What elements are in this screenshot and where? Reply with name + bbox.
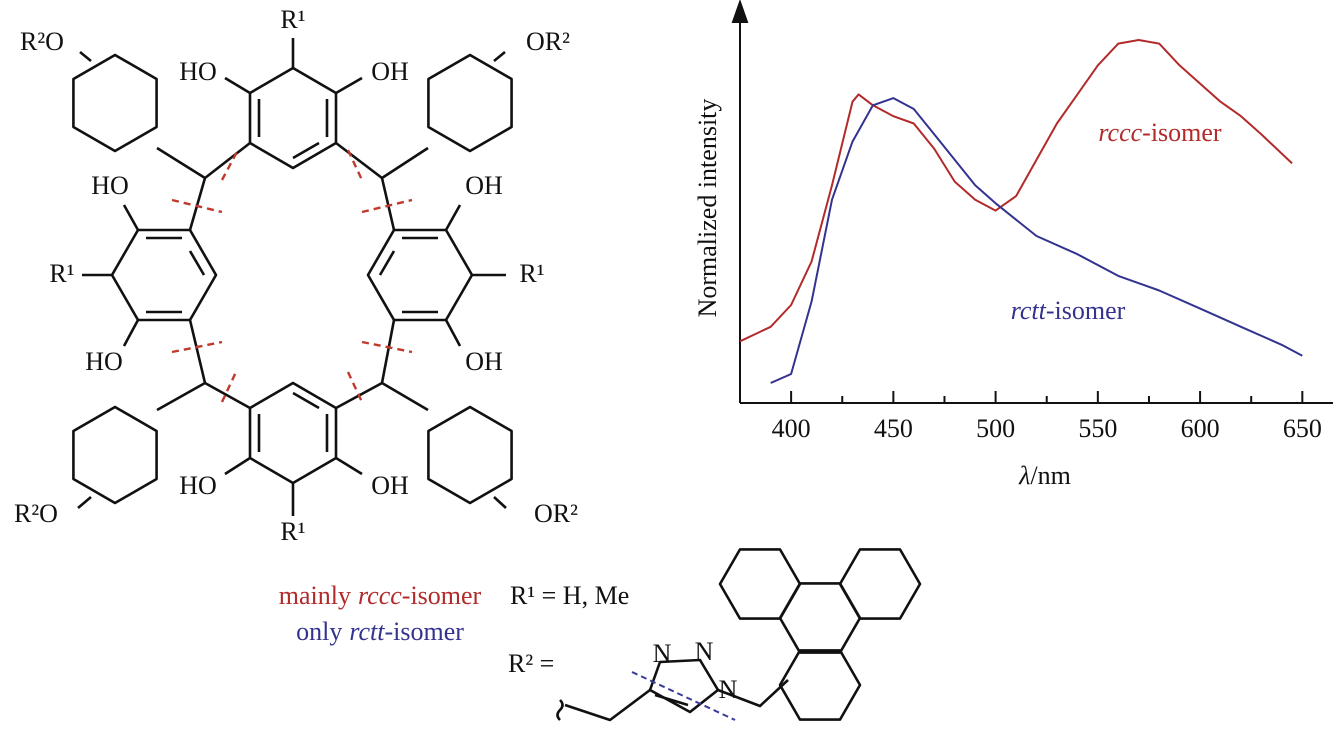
legend-italic: rctt bbox=[349, 617, 385, 646]
anthracene-ring bbox=[778, 649, 862, 721]
ring bbox=[110, 228, 218, 322]
atom-label: R²O bbox=[14, 499, 58, 528]
series-line bbox=[739, 39, 1293, 343]
x-tick-label: 400 bbox=[772, 414, 811, 443]
atom-label: OR² bbox=[526, 27, 570, 56]
r1-definition: R¹ = H, Me bbox=[510, 581, 629, 610]
x-tick-label: 500 bbox=[976, 414, 1015, 443]
bonds bbox=[77, 50, 507, 509]
legend-italic: rccc bbox=[358, 581, 402, 610]
ring bbox=[248, 66, 338, 170]
legend-entry: only rctt-isomer bbox=[296, 617, 464, 646]
atom-label: HO bbox=[179, 57, 217, 86]
phenyl bbox=[427, 405, 513, 505]
annotation-italic: rctt bbox=[1011, 296, 1047, 325]
double-bonds bbox=[146, 99, 438, 452]
phenyl bbox=[427, 53, 513, 153]
x-axis-label-symbol: λ bbox=[1018, 461, 1030, 490]
y-axis bbox=[731, 0, 749, 403]
series-annotation: rctt-isomer bbox=[1011, 296, 1126, 325]
structure-labels: R¹ HO OH R²O OR² HO OH R¹ R¹ HO OH HO OH R²O OR² R¹ bbox=[14, 5, 578, 546]
phenyl bbox=[72, 53, 158, 153]
atom-label: HO bbox=[179, 471, 217, 500]
phenyl bbox=[72, 405, 158, 505]
y-axis-label: Normalized intensity bbox=[693, 99, 722, 318]
x-tick-label: 550 bbox=[1078, 414, 1117, 443]
cleavage-marks bbox=[171, 149, 413, 403]
atom-label: OR² bbox=[534, 499, 578, 528]
legend-prefix: mainly bbox=[279, 581, 351, 610]
bonds bbox=[654, 679, 789, 708]
structure: N N N R¹ = H, Me R² = bbox=[72, 38, 922, 722]
atom-label: OH bbox=[371, 471, 409, 500]
annotation-text: -isomer bbox=[1142, 118, 1222, 147]
atom-label: OH bbox=[371, 57, 409, 86]
chart: Normalized intensity λ/nm 400 450 500 550 60… bbox=[693, 0, 1333, 490]
annotation-text: -isomer bbox=[1046, 296, 1126, 325]
series-annotation: rccc-isomer bbox=[1098, 118, 1222, 147]
atom-label: HO bbox=[85, 347, 123, 376]
legend-entry: mainly rccc-isomer bbox=[279, 581, 482, 610]
atom-label: OH bbox=[465, 347, 503, 376]
linker bbox=[556, 688, 651, 722]
x-tick-label: 450 bbox=[874, 414, 913, 443]
legend-suffix: -isomer bbox=[384, 617, 464, 646]
triazole bbox=[648, 658, 720, 714]
legend-suffix: -isomer bbox=[402, 581, 482, 610]
series-line bbox=[770, 97, 1303, 384]
cleavage-mark bbox=[631, 671, 736, 721]
anthracene-ring bbox=[718, 548, 802, 620]
x-axis-label-unit: /nm bbox=[1030, 461, 1070, 490]
anthracene-ring bbox=[838, 548, 922, 620]
ring bbox=[366, 228, 474, 322]
atom-label: N bbox=[653, 639, 672, 668]
atom-label: R¹ bbox=[519, 259, 544, 288]
atom-label: OH bbox=[465, 171, 503, 200]
atom-label: R¹ bbox=[280, 517, 305, 546]
atom-label: R¹ bbox=[280, 5, 305, 34]
atom-label: N bbox=[719, 675, 738, 704]
annotation-italic: rccc bbox=[1098, 118, 1142, 147]
bridges bbox=[156, 141, 429, 412]
anthracene-ring bbox=[778, 582, 862, 654]
r2-definition: R² = bbox=[508, 649, 554, 678]
legend-prefix: only bbox=[296, 617, 342, 646]
atom-label: R¹ bbox=[49, 259, 74, 288]
bonds bbox=[82, 38, 506, 516]
x-tick-label: 600 bbox=[1181, 414, 1220, 443]
atom-label: R²O bbox=[20, 27, 64, 56]
x-tick-label: 650 bbox=[1283, 414, 1322, 443]
atom-label: HO bbox=[91, 171, 129, 200]
ring bbox=[248, 381, 338, 485]
x-axis-label: λ/nm bbox=[1018, 461, 1071, 490]
atom-label: N bbox=[695, 637, 714, 666]
